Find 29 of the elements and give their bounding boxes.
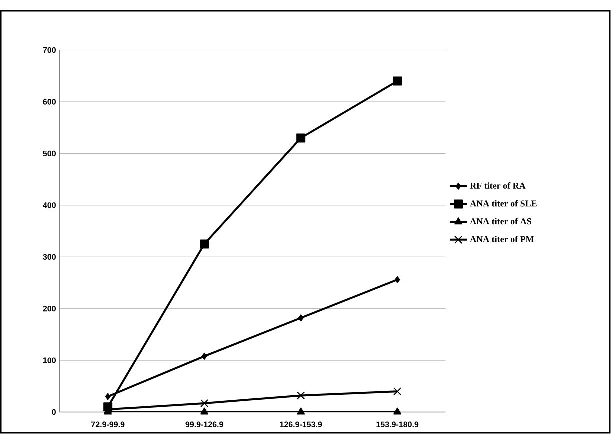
point — [296, 134, 306, 143]
point — [298, 314, 304, 322]
point — [200, 399, 209, 408]
y-tick-label: 700 — [43, 47, 56, 54]
x-tick-label: 153.9-180.9 — [376, 422, 419, 428]
point — [200, 240, 210, 249]
point — [297, 392, 306, 400]
point — [393, 76, 402, 86]
x-tick-label: 72.9-99.9 — [92, 422, 125, 428]
y-tick-label: 400 — [43, 202, 56, 208]
point — [297, 408, 306, 415]
point — [105, 393, 111, 400]
legend-label: ANA titer of SLE — [470, 200, 537, 207]
x-tick-label: 126.9-153.9 — [280, 422, 322, 428]
legend-label: ANA titer of AS — [470, 218, 532, 225]
point — [394, 388, 402, 396]
y-tick-label: 300 — [43, 254, 56, 260]
point — [200, 408, 209, 415]
point — [202, 352, 208, 360]
x-tick-label: 99.9-126.9 — [186, 422, 224, 428]
point — [394, 408, 402, 415]
y-tick-label: 500 — [43, 150, 56, 157]
legend-label: RF titer of RA — [470, 182, 526, 189]
y-tick-label: 0 — [52, 409, 56, 416]
point — [394, 276, 400, 284]
y-tick-label: 600 — [43, 99, 56, 105]
y-tick-label: 200 — [43, 306, 56, 312]
y-tick-label: 100 — [43, 358, 56, 364]
legend-label: ANA titer of PM — [470, 236, 534, 242]
